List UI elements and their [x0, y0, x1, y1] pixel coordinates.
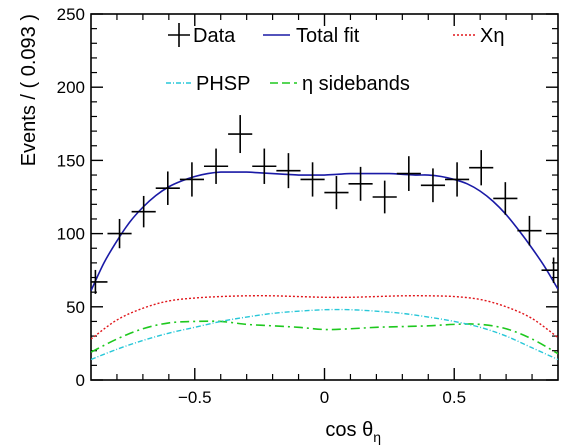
data-point	[372, 180, 397, 214]
data-point	[228, 115, 253, 154]
legend-label-sidebands: η sidebands	[302, 73, 410, 95]
data-point	[252, 148, 277, 184]
y-axis-title: Events / ( 0.093 )	[18, 14, 40, 166]
x-axis-title-main: cos θ	[325, 419, 373, 441]
data-point	[348, 166, 373, 201]
data-point	[493, 182, 518, 215]
data-point	[517, 215, 542, 246]
y-tick-label: 150	[57, 151, 85, 170]
legend-entry-phsp: PHSP	[166, 73, 250, 95]
legend-label-data: Data	[193, 25, 236, 47]
data-point	[469, 150, 494, 186]
legend-label-phsp: PHSP	[196, 73, 250, 95]
data-point	[396, 156, 421, 191]
x-tick-label: −0.5	[178, 388, 212, 407]
data-point	[541, 257, 558, 283]
legend-label-xeta: Xη	[480, 25, 504, 47]
x-axis-title: cos θη	[325, 419, 381, 445]
phsp-curve	[91, 308, 558, 361]
legend-entry-data: Data	[168, 23, 236, 47]
xeta-curve	[91, 295, 558, 340]
y-tick-label: 50	[66, 298, 85, 317]
data-point	[445, 162, 470, 197]
x-tick-label: 0	[320, 388, 329, 407]
y-tick-label: 250	[57, 5, 85, 24]
data-point	[131, 195, 156, 228]
x-axis-title-subscript: η	[373, 429, 381, 445]
legend-entry-total-fit: Total fit	[263, 25, 360, 47]
data-point	[276, 153, 301, 189]
x-tick-label: 0.5	[442, 388, 466, 407]
sidebands-curve	[91, 320, 558, 355]
legend-entry-xeta: Xη	[453, 25, 504, 47]
x-axis-ticks: −0.5 0 0.5	[116, 14, 533, 407]
legend: Data Total fit Xη PHSP η sidebands	[166, 23, 504, 95]
y-tick-label: 200	[57, 78, 85, 97]
fit-curves	[91, 171, 558, 361]
data-point	[91, 269, 108, 294]
data-point	[300, 162, 325, 197]
y-tick-label: 100	[57, 225, 85, 244]
data-point	[324, 176, 349, 210]
total-fit-curve	[91, 171, 558, 292]
data-point	[179, 162, 204, 197]
data-point	[420, 168, 446, 203]
y-axis-ticks: 0 50 100 150 200 250	[57, 5, 558, 390]
data-point	[155, 171, 180, 205]
data-points	[91, 115, 558, 294]
y-tick-label: 0	[76, 371, 85, 390]
data-point	[107, 218, 132, 249]
legend-entry-sidebands: η sidebands	[270, 73, 410, 95]
legend-label-total-fit: Total fit	[296, 25, 360, 47]
data-point	[203, 148, 229, 184]
